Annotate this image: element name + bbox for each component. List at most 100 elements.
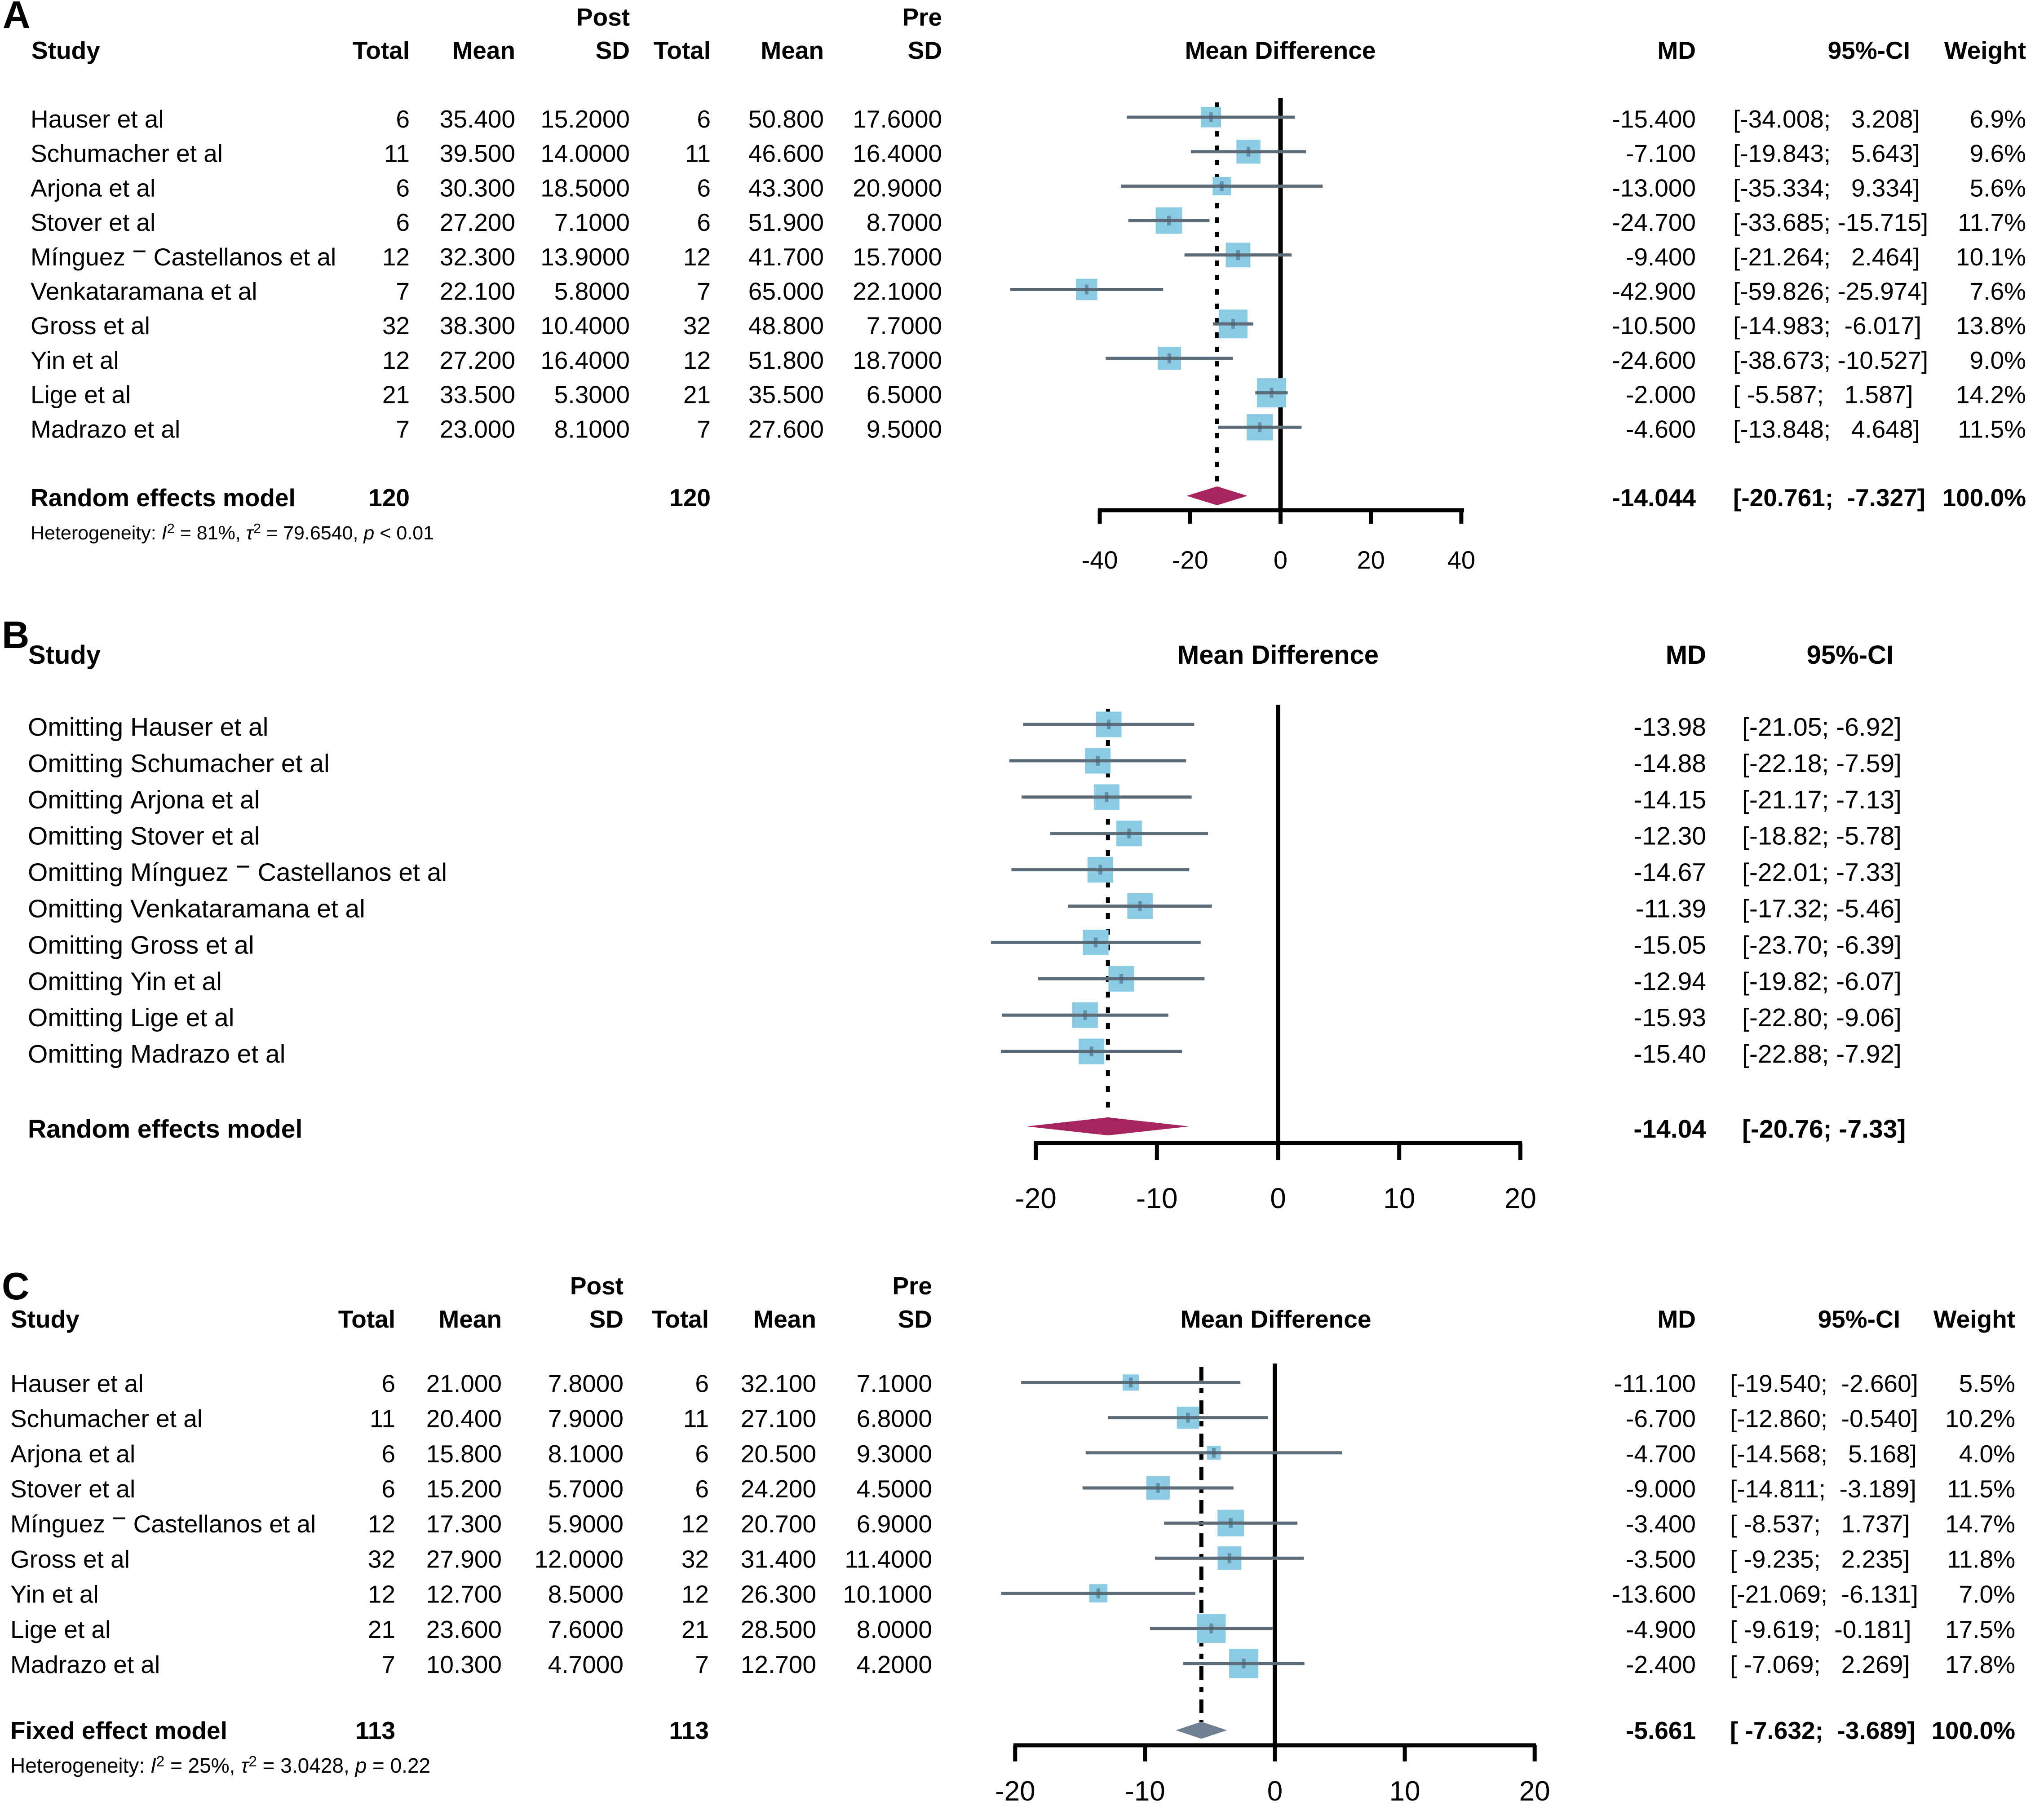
- svg-text:7.0%: 7.0%: [1959, 1580, 2015, 1608]
- svg-text:8.0000: 8.0000: [857, 1615, 932, 1643]
- svg-text:-40: -40: [1082, 546, 1118, 574]
- svg-text:6.9000: 6.9000: [857, 1510, 932, 1538]
- svg-text:6.8000: 6.8000: [857, 1405, 932, 1433]
- svg-text:7.9000: 7.9000: [548, 1405, 624, 1433]
- svg-text:12: 12: [683, 346, 711, 374]
- svg-text:6: 6: [396, 105, 410, 133]
- svg-text:Gross et al: Gross et al: [31, 312, 150, 340]
- svg-text:Yin et al: Yin et al: [31, 346, 119, 374]
- svg-text:Random effects model: Random effects model: [28, 1115, 302, 1143]
- svg-text:Yin et al: Yin et al: [10, 1580, 99, 1608]
- svg-text:Stover et al: Stover et al: [31, 208, 155, 236]
- svg-text:-20: -20: [1015, 1182, 1057, 1214]
- svg-text:21: 21: [681, 1615, 709, 1643]
- svg-text:11: 11: [683, 1405, 709, 1433]
- svg-text:6: 6: [697, 174, 711, 202]
- svg-text:-14.67: -14.67: [1633, 858, 1706, 887]
- svg-text:Mean: Mean: [753, 1305, 816, 1333]
- svg-text:22.100: 22.100: [440, 278, 515, 305]
- svg-text:-7.100: -7.100: [1626, 140, 1696, 168]
- svg-text:Omitting Madrazo et al: Omitting Madrazo et al: [28, 1040, 285, 1068]
- svg-text:-4.700: -4.700: [1626, 1440, 1696, 1468]
- svg-text:11.7%: 11.7%: [1958, 208, 2026, 236]
- svg-text:35.400: 35.400: [440, 105, 515, 133]
- svg-text:Mínguez − Castellanos et al: Mínguez − Castellanos et al: [10, 1504, 316, 1538]
- svg-text:[-22.88; -7.92]: [-22.88; -7.92]: [1742, 1040, 1902, 1068]
- svg-text:0: 0: [1274, 546, 1287, 574]
- svg-text:5.7000: 5.7000: [548, 1475, 624, 1503]
- svg-text:27.200: 27.200: [440, 208, 515, 236]
- svg-text:Stover et al: Stover et al: [10, 1475, 135, 1503]
- svg-text:21.000: 21.000: [426, 1369, 502, 1397]
- svg-text:30.300: 30.300: [440, 174, 515, 202]
- svg-text:-20: -20: [995, 1776, 1035, 1807]
- svg-text:B: B: [2, 614, 29, 657]
- svg-text:Total: Total: [338, 1305, 395, 1333]
- svg-text:20.700: 20.700: [741, 1510, 816, 1538]
- svg-text:15.200: 15.200: [426, 1475, 502, 1503]
- svg-text:10.4000: 10.4000: [540, 312, 630, 340]
- svg-text:7: 7: [697, 415, 711, 443]
- svg-text:Mean: Mean: [438, 1305, 502, 1333]
- svg-text:13.8%: 13.8%: [1956, 312, 2026, 340]
- svg-text:12.700: 12.700: [741, 1651, 816, 1678]
- svg-text:Omitting Stover et al: Omitting Stover et al: [28, 822, 260, 851]
- svg-text:23.600: 23.600: [426, 1615, 502, 1643]
- svg-text:[-22.18; -7.59]: [-22.18; -7.59]: [1742, 749, 1902, 778]
- svg-text:24.200: 24.200: [741, 1475, 816, 1503]
- svg-text:20: 20: [1357, 546, 1385, 574]
- svg-text:Omitting Venkataramana et al: Omitting Venkataramana et al: [28, 895, 365, 923]
- svg-text:8.1000: 8.1000: [548, 1440, 624, 1468]
- svg-text:16.4000: 16.4000: [853, 140, 942, 168]
- svg-text:[ -7.069; 2.269]: [ -7.069; 2.269]: [1730, 1651, 1910, 1678]
- svg-text:20.500: 20.500: [741, 1440, 816, 1468]
- svg-text:5.8000: 5.8000: [554, 278, 630, 305]
- svg-text:8.7000: 8.7000: [867, 208, 942, 236]
- svg-text:31.400: 31.400: [741, 1545, 816, 1573]
- svg-text:-13.000: -13.000: [1612, 174, 1696, 202]
- svg-text:10.2%: 10.2%: [1945, 1405, 2015, 1433]
- svg-text:C: C: [2, 1265, 29, 1308]
- svg-text:12: 12: [382, 243, 410, 271]
- svg-text:-6.700: -6.700: [1626, 1405, 1696, 1433]
- svg-text:Mean Difference: Mean Difference: [1185, 36, 1376, 64]
- svg-text:12: 12: [368, 1510, 395, 1538]
- svg-text:9.6%: 9.6%: [1970, 140, 2026, 168]
- svg-text:Pre: Pre: [902, 3, 942, 31]
- svg-text:[-59.826; -25.974]: [-59.826; -25.974]: [1733, 278, 1928, 305]
- svg-text:9.0%: 9.0%: [1970, 346, 2026, 374]
- svg-text:Hauser et al: Hauser et al: [31, 105, 164, 133]
- svg-text:18.7000: 18.7000: [853, 346, 942, 374]
- svg-text:[-21.17; -7.13]: [-21.17; -7.13]: [1742, 786, 1902, 814]
- svg-text:95%-CI: 95%-CI: [1818, 1305, 1900, 1333]
- svg-text:18.5000: 18.5000: [540, 174, 630, 202]
- svg-text:-9.400: -9.400: [1626, 243, 1696, 271]
- svg-text:Arjona et al: Arjona et al: [10, 1440, 135, 1468]
- svg-text:Lige et al: Lige et al: [31, 381, 131, 409]
- svg-text:27.900: 27.900: [426, 1545, 502, 1573]
- svg-text:-24.600: -24.600: [1612, 346, 1696, 374]
- svg-text:10.1000: 10.1000: [843, 1580, 932, 1608]
- svg-text:Weight: Weight: [1944, 36, 2026, 64]
- svg-text:113: 113: [669, 1717, 709, 1744]
- svg-text:20: 20: [1519, 1776, 1550, 1807]
- svg-text:7: 7: [697, 278, 711, 305]
- svg-text:38.300: 38.300: [440, 312, 515, 340]
- svg-text:32.300: 32.300: [440, 243, 515, 271]
- svg-text:12: 12: [683, 243, 711, 271]
- svg-text:6: 6: [697, 105, 711, 133]
- svg-text:7.1000: 7.1000: [554, 208, 630, 236]
- svg-text:43.300: 43.300: [748, 174, 824, 202]
- svg-text:28.500: 28.500: [741, 1615, 816, 1643]
- svg-text:[ -7.632; -3.689]: [ -7.632; -3.689]: [1730, 1717, 1916, 1744]
- svg-text:32: 32: [368, 1545, 395, 1573]
- svg-text:-13.600: -13.600: [1612, 1580, 1696, 1608]
- svg-text:-14.88: -14.88: [1633, 749, 1706, 778]
- svg-text:100.0%: 100.0%: [1931, 1717, 2015, 1744]
- svg-text:[-19.540; -2.660]: [-19.540; -2.660]: [1730, 1369, 1918, 1397]
- svg-text:50.800: 50.800: [748, 105, 824, 133]
- svg-text:6: 6: [381, 1369, 395, 1397]
- svg-text:0: 0: [1270, 1182, 1286, 1214]
- svg-text:SD: SD: [596, 36, 630, 64]
- svg-text:9.3000: 9.3000: [857, 1440, 932, 1468]
